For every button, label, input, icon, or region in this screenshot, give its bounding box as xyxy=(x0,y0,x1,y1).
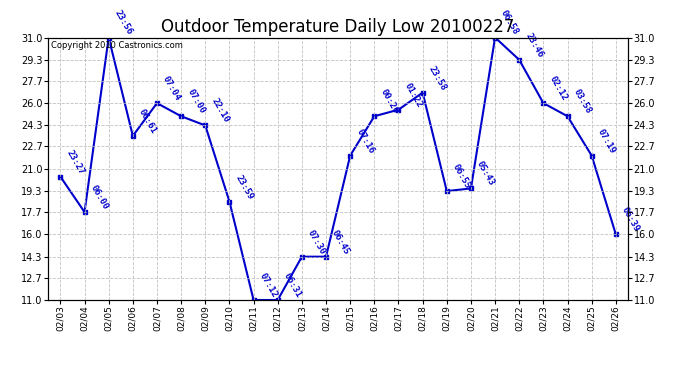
Text: 06:39: 06:39 xyxy=(620,206,641,234)
Text: 07:16: 07:16 xyxy=(355,127,375,155)
Text: 06:45: 06:45 xyxy=(331,228,351,256)
Text: 07:30: 07:30 xyxy=(306,228,327,256)
Text: 23:27: 23:27 xyxy=(65,148,86,176)
Text: 05:43: 05:43 xyxy=(475,160,496,188)
Text: 06:31: 06:31 xyxy=(282,272,303,299)
Text: 06:58: 06:58 xyxy=(500,9,520,37)
Text: 00:20: 00:20 xyxy=(379,88,400,116)
Text: 07:00: 07:00 xyxy=(186,88,206,116)
Text: 23:59: 23:59 xyxy=(234,173,255,201)
Text: 23:46: 23:46 xyxy=(524,31,544,59)
Text: 07:19: 07:19 xyxy=(596,127,617,155)
Text: 23:58: 23:58 xyxy=(427,64,448,92)
Text: 01:22: 01:22 xyxy=(403,81,424,109)
Text: 06:55: 06:55 xyxy=(451,162,472,190)
Text: 23:56: 23:56 xyxy=(113,9,134,37)
Text: 22:10: 22:10 xyxy=(210,97,230,124)
Text: Copyright 2010 Castronics.com: Copyright 2010 Castronics.com xyxy=(51,42,183,51)
Text: 06:61: 06:61 xyxy=(137,107,158,135)
Text: 06:00: 06:00 xyxy=(89,183,110,211)
Text: 07:04: 07:04 xyxy=(161,75,182,102)
Text: 03:58: 03:58 xyxy=(572,88,593,116)
Text: 07:12: 07:12 xyxy=(258,272,279,299)
Title: Outdoor Temperature Daily Low 20100227: Outdoor Temperature Daily Low 20100227 xyxy=(161,18,515,36)
Text: 02:12: 02:12 xyxy=(548,75,569,102)
